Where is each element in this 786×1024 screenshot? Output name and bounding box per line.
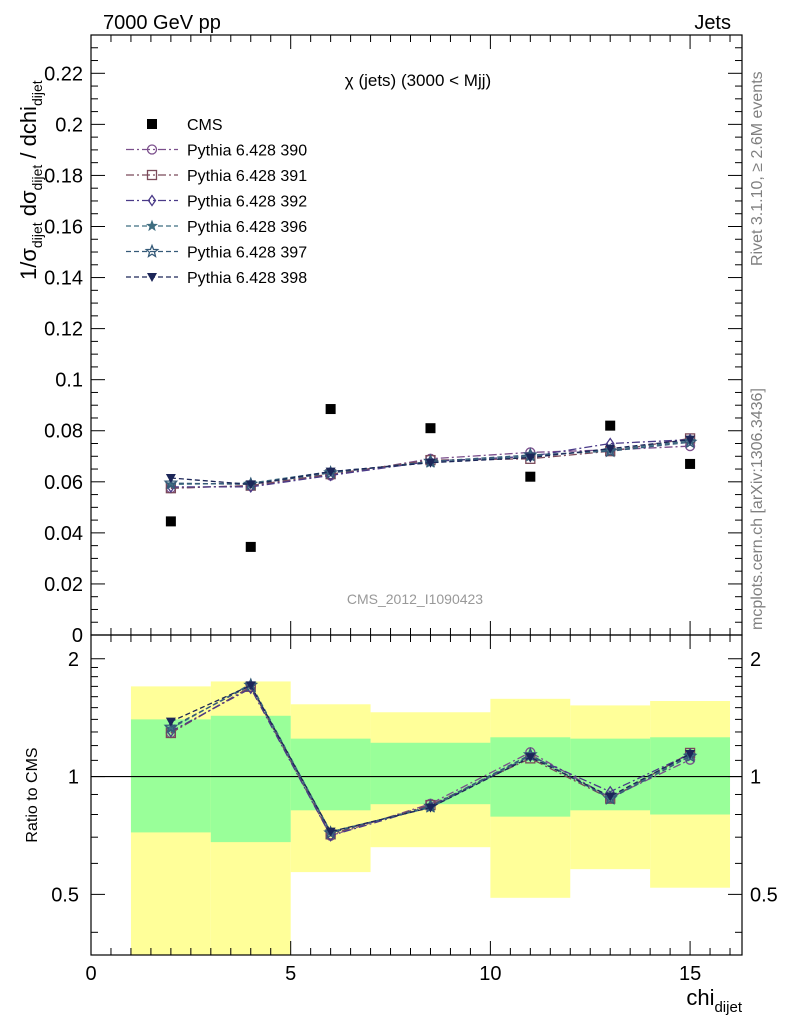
stat-uncertainty-band xyxy=(210,715,291,843)
legend-marker-0 xyxy=(146,144,158,155)
ratio-x-axis: 0 5 10 15 xyxy=(85,635,731,985)
ratio-point-5 xyxy=(525,753,536,763)
legend-marker-3 xyxy=(145,219,159,232)
ratio-uncertainty-bands xyxy=(91,681,742,955)
stat-uncertainty-band xyxy=(130,719,211,833)
legend-label-3: Pythia 6.428 396 xyxy=(187,219,307,236)
ratio-y-tick-label-left: 1 xyxy=(68,767,79,789)
y-tick-label: 0.02 xyxy=(44,574,83,596)
x-tick-label: 5 xyxy=(285,963,296,985)
ratio-frame xyxy=(90,634,743,956)
ratio-panel: 0.5 0.5 1 1 2 2 0 5 10 15 xyxy=(51,634,778,985)
ratio-point-4 xyxy=(163,719,179,734)
series-point-4 xyxy=(163,475,179,490)
y-tick-label: 0.2 xyxy=(55,114,83,136)
series-point-4 xyxy=(602,443,618,458)
ratio-y-axis: 0.5 0.5 1 1 2 2 xyxy=(51,649,778,933)
series-point-5 xyxy=(245,480,256,490)
series-point-5 xyxy=(525,453,536,463)
ratio-y-axis-label: Ratio to CMS xyxy=(24,747,41,842)
ratio-point-5 xyxy=(165,717,176,727)
cms-data-point xyxy=(165,516,176,527)
mcplots-label: mcplots.cern.ch [arXiv:1306.3436] xyxy=(749,388,766,630)
y-tick-label: 0.08 xyxy=(44,421,83,443)
legend-label-0: Pythia 6.428 390 xyxy=(187,143,307,160)
series-point-4 xyxy=(682,434,698,449)
y-tick-label: 0.14 xyxy=(44,268,83,290)
legend-marker-1 xyxy=(146,169,158,181)
ratio-y-tick-label-left: 0.5 xyxy=(51,884,79,906)
y-tick-label: 0.16 xyxy=(44,216,83,238)
legend-label-5: Pythia 6.428 398 xyxy=(187,270,307,287)
analysis-label: CMS_2012_I1090423 xyxy=(347,591,483,607)
y-tick-label: 0.06 xyxy=(44,472,83,494)
y-tick-label: 0.04 xyxy=(44,523,83,545)
legend-marker-4 xyxy=(144,243,160,258)
ratio-point-5 xyxy=(425,803,436,813)
x-tick-label: 0 xyxy=(85,963,96,985)
ratio-point-5 xyxy=(605,792,616,802)
main-x-axis xyxy=(90,35,731,635)
header-left: 7000 GeV pp xyxy=(103,12,221,34)
ratio-point-5 xyxy=(325,827,336,837)
y-tick-label: 0 xyxy=(72,625,83,647)
ratio-y-tick-label-right: 1 xyxy=(750,767,761,789)
ratio-point-5 xyxy=(685,750,696,760)
stat-uncertainty-band xyxy=(290,738,371,811)
x-axis-label: chidijet xyxy=(686,985,742,1016)
legend-marker-5 xyxy=(147,273,157,282)
legend-marker-cms xyxy=(147,119,157,129)
y-tick-label: 0.18 xyxy=(44,165,83,187)
ratio-data-marks xyxy=(163,677,698,842)
legend-label-cms: CMS xyxy=(187,117,223,134)
cms-data-point xyxy=(325,404,336,415)
x-tick-label: 10 xyxy=(479,963,501,985)
legend-label-2: Pythia 6.428 392 xyxy=(187,194,307,211)
y-axis-label: 1/σdijet dσdijet / dchidijet xyxy=(16,80,45,280)
header-right: Jets xyxy=(694,12,731,34)
ratio-point-5 xyxy=(245,681,256,691)
main-panel: 0 0.02 0.04 0.06 0.08 0.1 0.12 0.14 0.16 0.18 0.2 0… xyxy=(44,34,743,647)
legend-label-1: Pythia 6.428 391 xyxy=(187,168,307,185)
legend-label-4: Pythia 6.428 397 xyxy=(187,245,307,262)
cms-data-point xyxy=(525,471,536,482)
ratio-y-tick-label-right: 2 xyxy=(750,649,761,671)
series-point-5 xyxy=(165,473,176,483)
y-tick-label: 0.12 xyxy=(44,319,83,341)
series-point-5 xyxy=(605,444,616,454)
cms-data-point xyxy=(245,541,256,552)
series-point-5 xyxy=(685,435,696,445)
y-tick-label: 0.1 xyxy=(55,370,83,392)
legend-marker-2 xyxy=(147,194,157,207)
cms-data-point xyxy=(425,423,436,434)
main-y-axis: 0 0.02 0.04 0.06 0.08 0.1 0.12 0.14 0.16 0.18 0.2 0… xyxy=(44,34,742,647)
ratio-y-tick-label-right: 0.5 xyxy=(750,884,778,906)
ratio-y-tick-label-left: 2 xyxy=(68,649,79,671)
legend: CMS Pythia 6.428 390 Pythia 6.428 391 Pythi… xyxy=(126,117,307,287)
series-point-5 xyxy=(325,467,336,477)
series-point-5 xyxy=(425,458,436,468)
chart-title: χ (jets) (3000 < Mjj) xyxy=(345,71,491,90)
rivet-version-label: Rivet 3.1.10, ≥ 2.6M events xyxy=(749,71,766,266)
x-tick-label: 15 xyxy=(679,963,701,985)
cms-data-point xyxy=(605,420,616,431)
stat-uncertainty-band xyxy=(370,742,491,805)
cms-data-point xyxy=(685,458,696,469)
main-data-marks xyxy=(163,404,698,552)
y-tick-label: 0.22 xyxy=(44,63,83,85)
